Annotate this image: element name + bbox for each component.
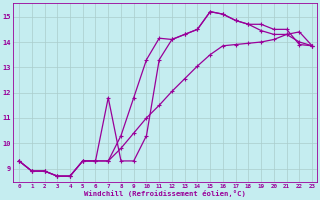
- X-axis label: Windchill (Refroidissement éolien,°C): Windchill (Refroidissement éolien,°C): [84, 190, 246, 197]
